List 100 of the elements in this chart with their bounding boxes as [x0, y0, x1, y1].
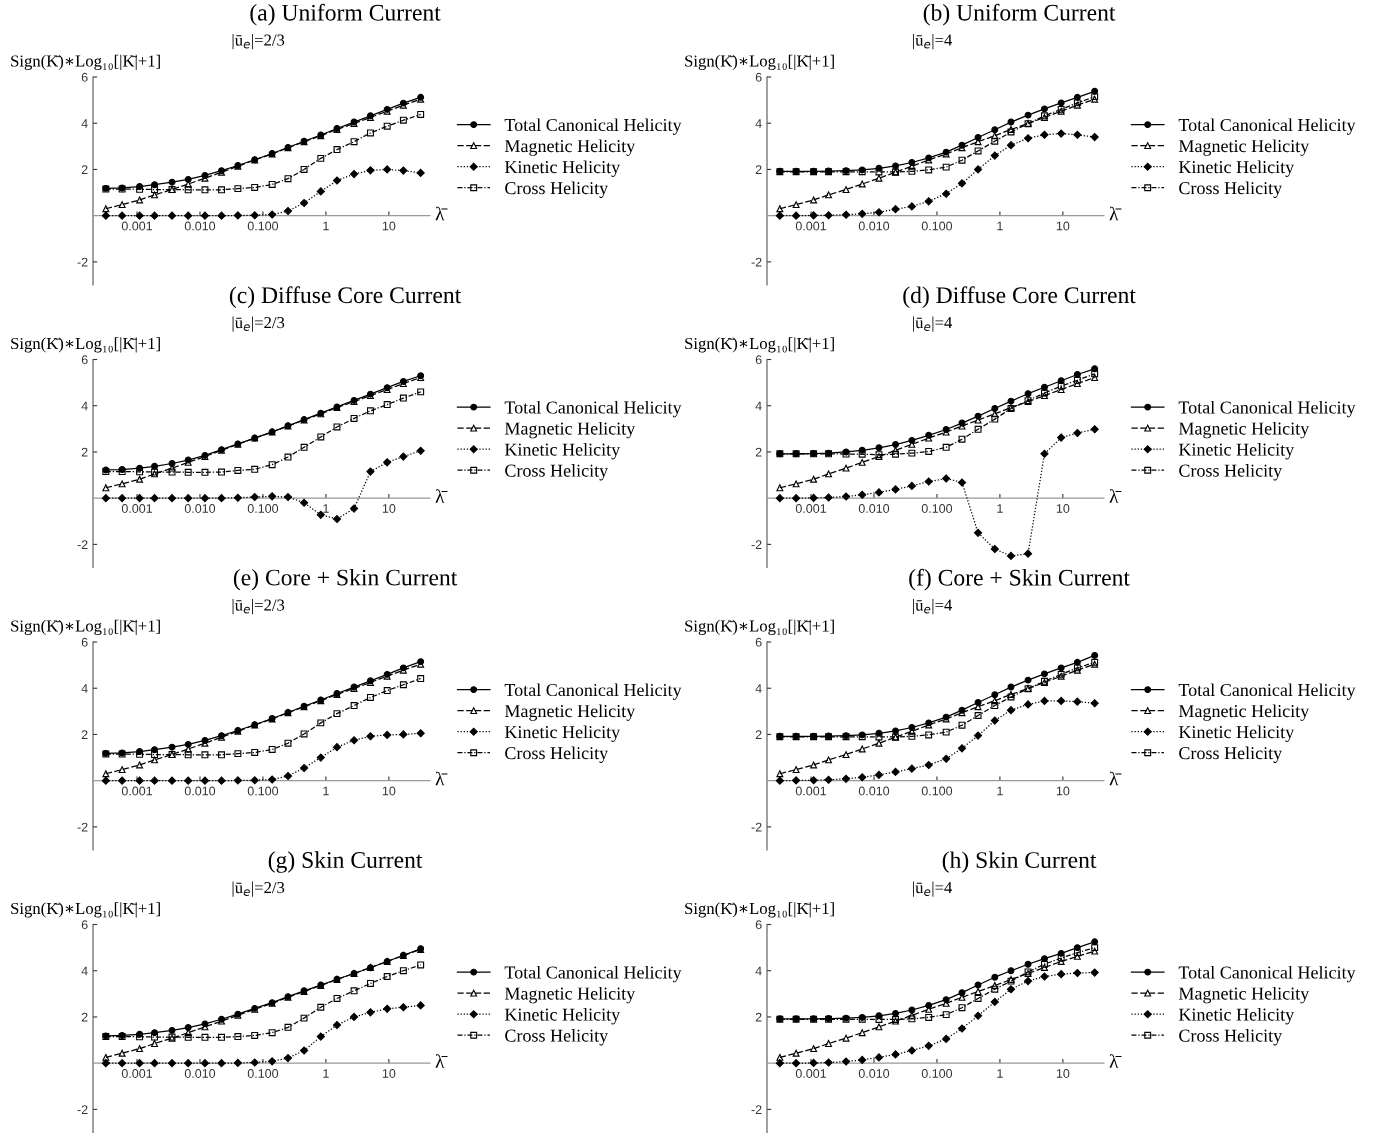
y-axis-title: Sign(K̄)∗Log₁₀[|K̄|+1] [11, 54, 160, 71]
y-tick-label: 2 [755, 730, 762, 739]
legend-label: Cross Helicity [505, 464, 609, 481]
x-tick-label: 0.001 [121, 504, 153, 513]
legend-label: Kinetic Helicity [504, 442, 621, 460]
legend-label: Kinetic Helicity [504, 160, 621, 177]
y-tick-label: -2 [751, 1105, 762, 1114]
x-tick-label: 1 [997, 786, 1003, 796]
x-tick-label: 0.001 [121, 221, 153, 231]
x-tick-label: 0.100 [247, 786, 279, 796]
legend-label: Total Canonical Helicity [504, 118, 682, 135]
chart-title: (g) Skin Current [268, 851, 423, 873]
y-tick-label: 4 [755, 966, 762, 976]
y-tick-label: -2 [77, 822, 88, 832]
x-tick-label: 0.010 [858, 1069, 890, 1078]
x-axis-title: λ̄ [435, 489, 448, 503]
y-axis-title: Sign(K̄)∗Log₁₀[|K̄|+1] [685, 902, 834, 918]
legend-label: Cross Helicity [505, 746, 609, 763]
x-tick-label: 0.100 [247, 504, 279, 513]
y-tick-label: 6 [81, 637, 88, 647]
x-tick-label: 1 [997, 1069, 1003, 1078]
x-tick-label: 10 [382, 221, 396, 231]
y-tick-label: -2 [751, 822, 762, 832]
y-tick-label: 2 [81, 730, 88, 739]
x-tick-label: 0.100 [247, 221, 279, 231]
y-tick-label: 6 [755, 355, 762, 365]
legend-label: Magnetic Helicity [1178, 139, 1310, 156]
chart-subtitle: |ū$_{e}$|=2/3 [232, 881, 285, 897]
legend-label: Total Canonical Helicity [1178, 683, 1356, 700]
y-tick-label: 6 [81, 72, 88, 82]
chart-title: (f) Core + Skin Current [909, 568, 1130, 591]
chart-title: (h) Skin Current [942, 851, 1097, 873]
y-tick-label: 4 [81, 401, 88, 411]
chart-title: (c) Diffuse Core Current [229, 286, 462, 308]
y-tick-label: 6 [755, 72, 762, 82]
x-tick-label: 0.001 [121, 1069, 153, 1078]
legend-label: Total Canonical Helicity [1178, 400, 1356, 418]
y-tick-label: 2 [81, 447, 88, 457]
x-tick-label: 10 [382, 1069, 396, 1078]
x-tick-label: 0.001 [795, 1069, 827, 1078]
x-tick-label: 0.010 [184, 786, 216, 796]
y-tick-label: -2 [751, 540, 762, 549]
y-tick-label: -2 [77, 1105, 88, 1114]
x-tick-label: 10 [1056, 786, 1070, 796]
x-tick-label: 0.001 [795, 221, 827, 231]
chart-subtitle: |ū$_{e}$|=4 [913, 881, 953, 897]
x-tick-label: 0.100 [921, 504, 953, 513]
legend-label: Kinetic Helicity [1178, 442, 1295, 460]
x-tick-label: 0.100 [921, 221, 953, 231]
legend-label: Total Canonical Helicity [1178, 965, 1356, 983]
x-tick-label: 0.010 [184, 504, 216, 513]
x-axis-title: λ̄ [435, 771, 448, 786]
y-tick-label: 4 [755, 684, 762, 693]
x-axis-title: λ̄ [435, 1054, 448, 1068]
x-tick-label: 1 [997, 221, 1003, 231]
x-tick-label: 1 [323, 221, 329, 231]
y-tick-label: 2 [755, 1012, 762, 1022]
legend-label: Cross Helicity [1179, 746, 1283, 763]
y-tick-label: 6 [755, 637, 762, 647]
legend-label: Kinetic Helicity [504, 1007, 621, 1025]
x-axis-title: λ̄ [1109, 771, 1122, 786]
x-axis-title: λ̄ [435, 206, 448, 221]
legend-label: Cross Helicity [505, 1029, 609, 1046]
y-axis-title: Sign(K̄)∗Log₁₀[|K̄|+1] [11, 902, 160, 918]
chart-subtitle: |ū$_{e}$|=2/3 [232, 33, 285, 50]
x-tick-label: 0.001 [795, 504, 827, 513]
chart-subtitle: |ū$_{e}$|=2/3 [232, 598, 285, 615]
legend-label: Cross Helicity [1179, 181, 1283, 198]
legend-label: Kinetic Helicity [504, 725, 621, 742]
chart-subtitle: |ū$_{e}$|=2/3 [232, 316, 285, 332]
chart-subtitle: |ū$_{e}$|=4 [913, 598, 953, 615]
y-tick-label: -2 [77, 540, 88, 549]
y-tick-label: -2 [77, 257, 88, 267]
y-axis-title: Sign(K̄)∗Log₁₀[|K̄|+1] [685, 337, 834, 353]
y-axis-title: Sign(K̄)∗Log₁₀[|K̄|+1] [11, 337, 160, 353]
x-tick-label: 0.001 [795, 786, 827, 796]
y-tick-label: 6 [81, 355, 88, 365]
legend-label: Magnetic Helicity [1178, 421, 1310, 439]
chart-subtitle: |ū$_{e}$|=4 [913, 316, 953, 332]
y-tick-label: 6 [81, 920, 88, 930]
x-tick-label: 0.010 [858, 221, 890, 231]
legend-label: Magnetic Helicity [1178, 986, 1310, 1004]
chart-title: (d) Diffuse Core Current [903, 286, 1136, 308]
x-axis-title: λ̄ [1109, 206, 1122, 221]
y-tick-label: 6 [755, 920, 762, 930]
legend-label: Magnetic Helicity [504, 986, 636, 1004]
legend-label: Magnetic Helicity [504, 139, 636, 156]
legend-label: Total Canonical Helicity [504, 400, 682, 418]
x-tick-label: 10 [1056, 1069, 1070, 1078]
x-tick-label: 0.100 [921, 786, 953, 796]
chart-subtitle: |ū$_{e}$|=4 [913, 33, 953, 50]
legend-label: Kinetic Helicity [1178, 1007, 1295, 1025]
y-tick-label: 2 [755, 447, 762, 457]
x-tick-label: 0.010 [858, 786, 890, 796]
x-tick-label: 1 [323, 1069, 329, 1078]
y-axis-title: Sign(K̄)∗Log₁₀[|K̄|+1] [685, 54, 834, 71]
legend-label: Total Canonical Helicity [504, 965, 682, 983]
x-axis-title: λ̄ [1109, 1054, 1122, 1068]
legend-label: Kinetic Helicity [1178, 160, 1295, 177]
y-tick-label: 4 [755, 119, 762, 128]
